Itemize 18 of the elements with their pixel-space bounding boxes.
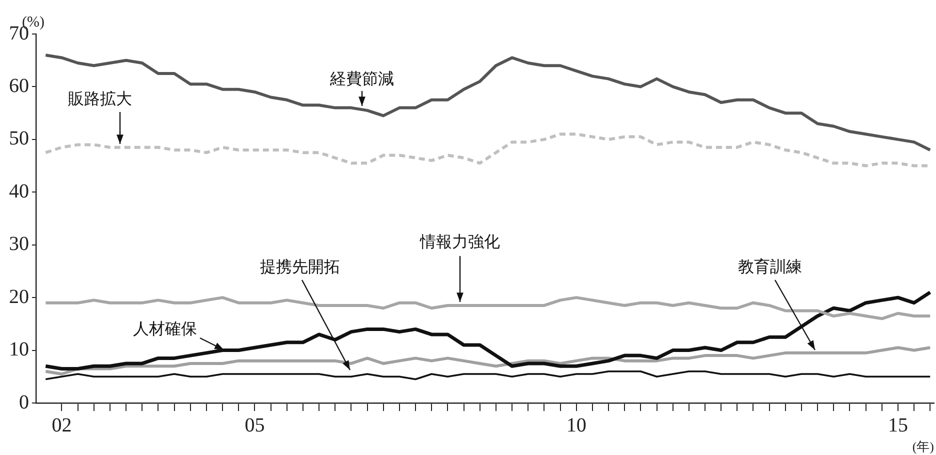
y-tick-label: 10: [9, 338, 29, 361]
y-tick-label: 20: [9, 286, 29, 308]
y-tick-label: 40: [9, 180, 29, 202]
x-tick-label: 05: [244, 414, 265, 436]
x-tick-label: 15: [888, 414, 908, 436]
text: 教育訓練: [738, 257, 802, 276]
series-label: 経費節減: [329, 69, 394, 88]
x-tick-label: 02: [52, 414, 72, 436]
x-axis-title: (年): [912, 438, 934, 454]
y-tick-label: 30: [9, 233, 29, 256]
y-tick-label: 60: [9, 74, 29, 97]
y-tick-label: 0: [19, 391, 29, 414]
y-tick-label: 50: [9, 128, 29, 150]
x-tick-label: 10: [566, 414, 586, 436]
text: 情報力強化: [419, 232, 500, 252]
text: 販路拡大: [68, 89, 132, 108]
text: 提携先開拓: [260, 257, 340, 276]
series-label: 人材確保: [133, 319, 197, 338]
